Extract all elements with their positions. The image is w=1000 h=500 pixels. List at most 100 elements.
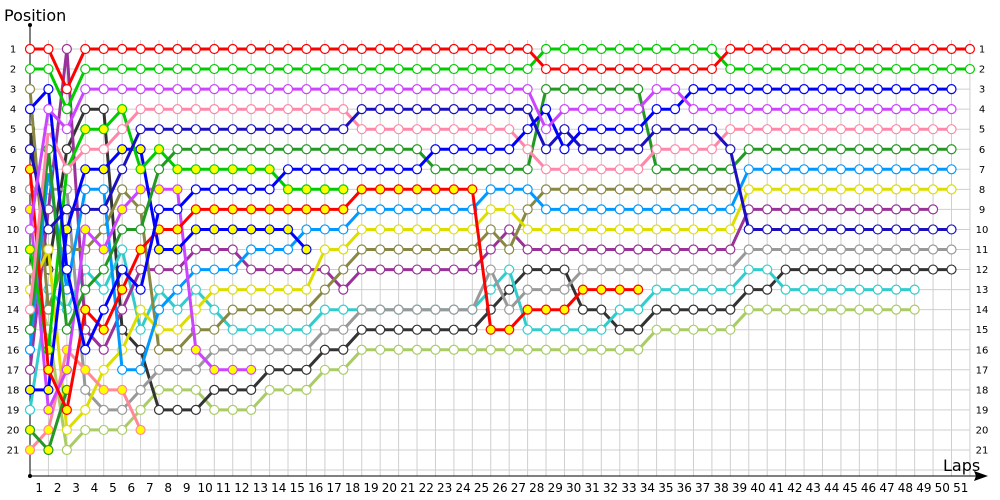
series-17 <box>24 83 957 355</box>
position-marker <box>780 204 791 215</box>
position-marker <box>504 63 515 75</box>
position-marker <box>467 344 478 355</box>
position-marker <box>24 244 36 255</box>
position-marker <box>596 204 607 215</box>
position-marker <box>135 164 146 175</box>
position-marker <box>927 124 939 135</box>
position-marker <box>430 324 441 335</box>
position-marker <box>98 144 109 155</box>
y-tick-label-right: 21 <box>976 446 989 457</box>
position-marker <box>485 144 496 155</box>
series-8 <box>24 344 146 456</box>
position-marker <box>688 284 699 295</box>
x-tick-label: 3 <box>72 481 80 495</box>
position-marker <box>172 43 183 55</box>
position-marker <box>319 124 330 135</box>
position-marker <box>485 164 496 175</box>
position-marker <box>282 324 294 335</box>
position-marker <box>651 83 662 95</box>
position-marker <box>172 364 183 375</box>
position-marker <box>577 204 589 215</box>
position-marker <box>504 244 515 255</box>
position-marker <box>338 144 349 155</box>
position-marker <box>246 344 257 355</box>
position-marker <box>669 43 681 55</box>
position-marker <box>614 83 625 95</box>
position-marker <box>356 324 367 335</box>
position-marker <box>596 124 607 135</box>
position-marker <box>301 264 312 275</box>
position-marker <box>651 324 662 335</box>
position-marker <box>264 43 275 55</box>
position-marker <box>375 224 386 235</box>
position-marker <box>411 304 423 315</box>
position-marker <box>688 164 699 175</box>
y-tick-label-right: 10 <box>976 225 989 236</box>
x-tick-label: 27 <box>511 481 526 495</box>
position-marker <box>946 164 957 175</box>
position-marker <box>651 164 662 175</box>
position-marker <box>393 204 404 215</box>
position-marker <box>301 83 312 95</box>
position-marker <box>61 324 72 335</box>
position-marker <box>375 43 386 55</box>
position-marker <box>117 43 128 55</box>
position-marker <box>559 184 570 195</box>
position-marker <box>467 244 478 255</box>
position-marker <box>872 244 883 255</box>
position-marker <box>540 83 552 95</box>
position-marker <box>577 184 589 195</box>
position-marker <box>301 124 312 135</box>
series-14 <box>24 83 957 335</box>
position-marker <box>633 124 644 135</box>
position-marker <box>319 344 330 355</box>
position-marker <box>282 244 294 255</box>
x-tick-label: 41 <box>769 481 784 495</box>
position-marker <box>227 404 238 415</box>
y-tick-label-left: 6 <box>10 145 16 156</box>
position-marker <box>448 104 459 115</box>
position-marker <box>264 384 275 395</box>
y-tick-label-right: 1 <box>979 45 985 56</box>
position-marker <box>430 244 441 255</box>
y-tick-label-right: 15 <box>976 325 989 336</box>
position-marker <box>411 63 423 75</box>
position-marker <box>927 244 939 255</box>
position-marker <box>798 244 810 255</box>
series-line <box>28 169 639 412</box>
position-marker <box>264 264 275 275</box>
position-marker <box>209 324 220 335</box>
y-tick-label-left: 8 <box>10 185 16 196</box>
position-marker <box>227 284 238 295</box>
position-marker <box>190 124 201 135</box>
position-marker <box>448 204 459 215</box>
position-marker <box>891 124 902 135</box>
position-marker <box>24 344 36 355</box>
position-marker <box>743 224 754 235</box>
position-marker <box>430 204 441 215</box>
position-marker <box>448 344 459 355</box>
position-marker <box>411 264 423 275</box>
position-marker <box>946 184 957 195</box>
position-marker <box>891 244 902 255</box>
position-marker <box>135 224 146 235</box>
position-marker <box>301 384 312 395</box>
position-marker <box>411 43 423 55</box>
x-tick-label: 23 <box>437 481 452 495</box>
position-marker <box>393 224 404 235</box>
position-marker <box>780 164 791 175</box>
position-marker <box>522 244 533 255</box>
position-marker <box>190 83 201 95</box>
position-marker <box>98 63 109 75</box>
x-tick-label: 30 <box>566 481 581 495</box>
position-marker <box>798 224 810 235</box>
y-tick-label-left: 1 <box>10 45 16 56</box>
position-marker <box>448 83 459 95</box>
position-marker <box>540 264 552 275</box>
position-marker <box>467 164 478 175</box>
position-marker <box>780 304 791 315</box>
position-marker <box>688 63 699 75</box>
position-marker <box>835 204 847 215</box>
position-marker <box>246 224 257 235</box>
position-marker <box>246 324 257 335</box>
